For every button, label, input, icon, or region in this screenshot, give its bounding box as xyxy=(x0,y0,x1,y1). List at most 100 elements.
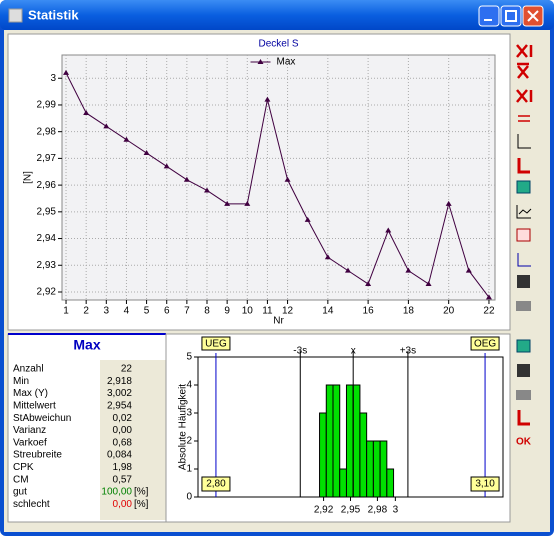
stat-unit: [%] xyxy=(134,487,149,498)
y-tick-label: 2,94 xyxy=(37,233,57,244)
y-tick-label: 5 xyxy=(186,352,192,363)
stat-value: 0,02 xyxy=(113,413,133,424)
data-point xyxy=(244,200,251,206)
limit-name-box xyxy=(470,336,500,351)
stat-value: 1,98 xyxy=(113,462,133,473)
data-point xyxy=(304,216,311,222)
histogram-bar xyxy=(345,384,354,498)
tool-icon[interactable] xyxy=(517,364,530,377)
stat-value: 0,084 xyxy=(107,450,132,461)
tool-icon[interactable] xyxy=(516,44,533,58)
data-line xyxy=(65,72,490,298)
data-point xyxy=(83,109,90,115)
histogram-bar xyxy=(359,412,368,498)
x-tick-label: 7 xyxy=(184,306,190,317)
tool-icon[interactable] xyxy=(516,339,531,353)
x-tick-label: 2 xyxy=(83,306,89,317)
stat-label: CM xyxy=(13,474,29,485)
limit-name-box xyxy=(201,336,231,351)
data-point xyxy=(103,123,110,129)
stats-value-column xyxy=(100,360,166,520)
limit-value: 3,10 xyxy=(475,479,495,490)
plot-area xyxy=(61,54,496,301)
x-tick-label: 9 xyxy=(224,306,230,317)
data-point xyxy=(344,267,351,273)
sigma-label: -3s xyxy=(293,346,307,357)
data-point xyxy=(183,176,190,182)
y-tick-label: 3 xyxy=(186,408,192,419)
stat-label: Min xyxy=(13,376,29,387)
data-point xyxy=(224,200,231,206)
stat-label: Anzahl xyxy=(13,364,44,375)
y-tick-label: 3 xyxy=(50,73,56,84)
x-tick-label: 6 xyxy=(164,306,170,317)
x-tick-label: 16 xyxy=(363,306,375,317)
tool-icon[interactable] xyxy=(518,115,530,122)
y-tick-label: 2,96 xyxy=(37,180,57,191)
y-tick-label: 2,98 xyxy=(37,126,57,137)
limit-value-box xyxy=(470,476,500,492)
toolbar: OK xyxy=(516,44,533,448)
stat-value: 22 xyxy=(121,364,133,375)
histogram-bar xyxy=(386,468,395,498)
stat-label: CPK xyxy=(13,462,34,473)
x-tick-label: 2,98 xyxy=(368,505,388,516)
x-tick-label: 1 xyxy=(63,306,69,317)
data-point xyxy=(163,163,170,169)
ok-button[interactable]: OK xyxy=(516,437,532,448)
tool-icon[interactable] xyxy=(517,134,531,149)
data-point xyxy=(445,200,452,206)
x-tick-label: 10 xyxy=(242,306,254,317)
data-point xyxy=(405,267,412,273)
limit-name: OEG xyxy=(474,339,496,350)
limit-value: 2,80 xyxy=(206,479,226,490)
tool-icon[interactable] xyxy=(516,390,531,400)
data-point xyxy=(425,280,432,286)
x-tick-label: 14 xyxy=(322,306,334,317)
histogram-bar xyxy=(366,440,374,498)
y-tick-label: 2 xyxy=(186,436,192,447)
data-point xyxy=(485,294,492,300)
data-point xyxy=(123,136,130,142)
stat-label: schlecht xyxy=(13,499,50,510)
stat-label: Varianz xyxy=(13,425,46,436)
tool-icon[interactable] xyxy=(517,253,531,267)
tool-icon[interactable] xyxy=(516,228,531,242)
tool-icon[interactable] xyxy=(517,410,530,426)
data-point xyxy=(204,187,211,193)
histogram-bar xyxy=(325,384,334,498)
stat-label: Max (Y) xyxy=(13,388,48,399)
tool-icon[interactable] xyxy=(517,62,529,79)
stat-label: StAbweichun xyxy=(13,413,71,424)
stat-value: 2,954 xyxy=(107,401,132,412)
stat-unit: [%] xyxy=(134,499,149,510)
y-tick-label: 2,99 xyxy=(37,100,57,111)
tool-icon[interactable] xyxy=(516,301,531,311)
histogram-bar xyxy=(319,412,327,498)
data-point xyxy=(284,176,291,182)
sigma-label: +3s xyxy=(400,346,416,357)
x-tick-label: 3 xyxy=(104,306,110,317)
tool-icon[interactable] xyxy=(517,158,530,174)
tool-icon[interactable] xyxy=(516,89,533,103)
tool-icon[interactable] xyxy=(517,275,530,288)
stat-value: 3,002 xyxy=(107,388,132,399)
x-tick-label: 20 xyxy=(443,306,455,317)
stat-value: 100,00 xyxy=(101,487,132,498)
histogram-bar xyxy=(332,384,341,498)
maximize-button[interactable] xyxy=(500,5,522,27)
minimize-button[interactable] xyxy=(478,5,500,27)
app-icon xyxy=(8,8,23,23)
x-tick-label: 11 xyxy=(262,306,273,317)
stat-label: Streubreite xyxy=(13,450,62,461)
stat-value: 2,918 xyxy=(107,376,132,387)
stat-value: 0,00 xyxy=(113,499,133,510)
limit-value-box xyxy=(201,476,231,492)
tool-icon[interactable] xyxy=(516,205,532,219)
chart-title: Deckel S xyxy=(258,39,298,50)
title-bar xyxy=(0,0,554,30)
data-point xyxy=(143,150,150,156)
x-tick-label: 4 xyxy=(124,306,130,317)
tool-icon[interactable] xyxy=(516,180,531,194)
